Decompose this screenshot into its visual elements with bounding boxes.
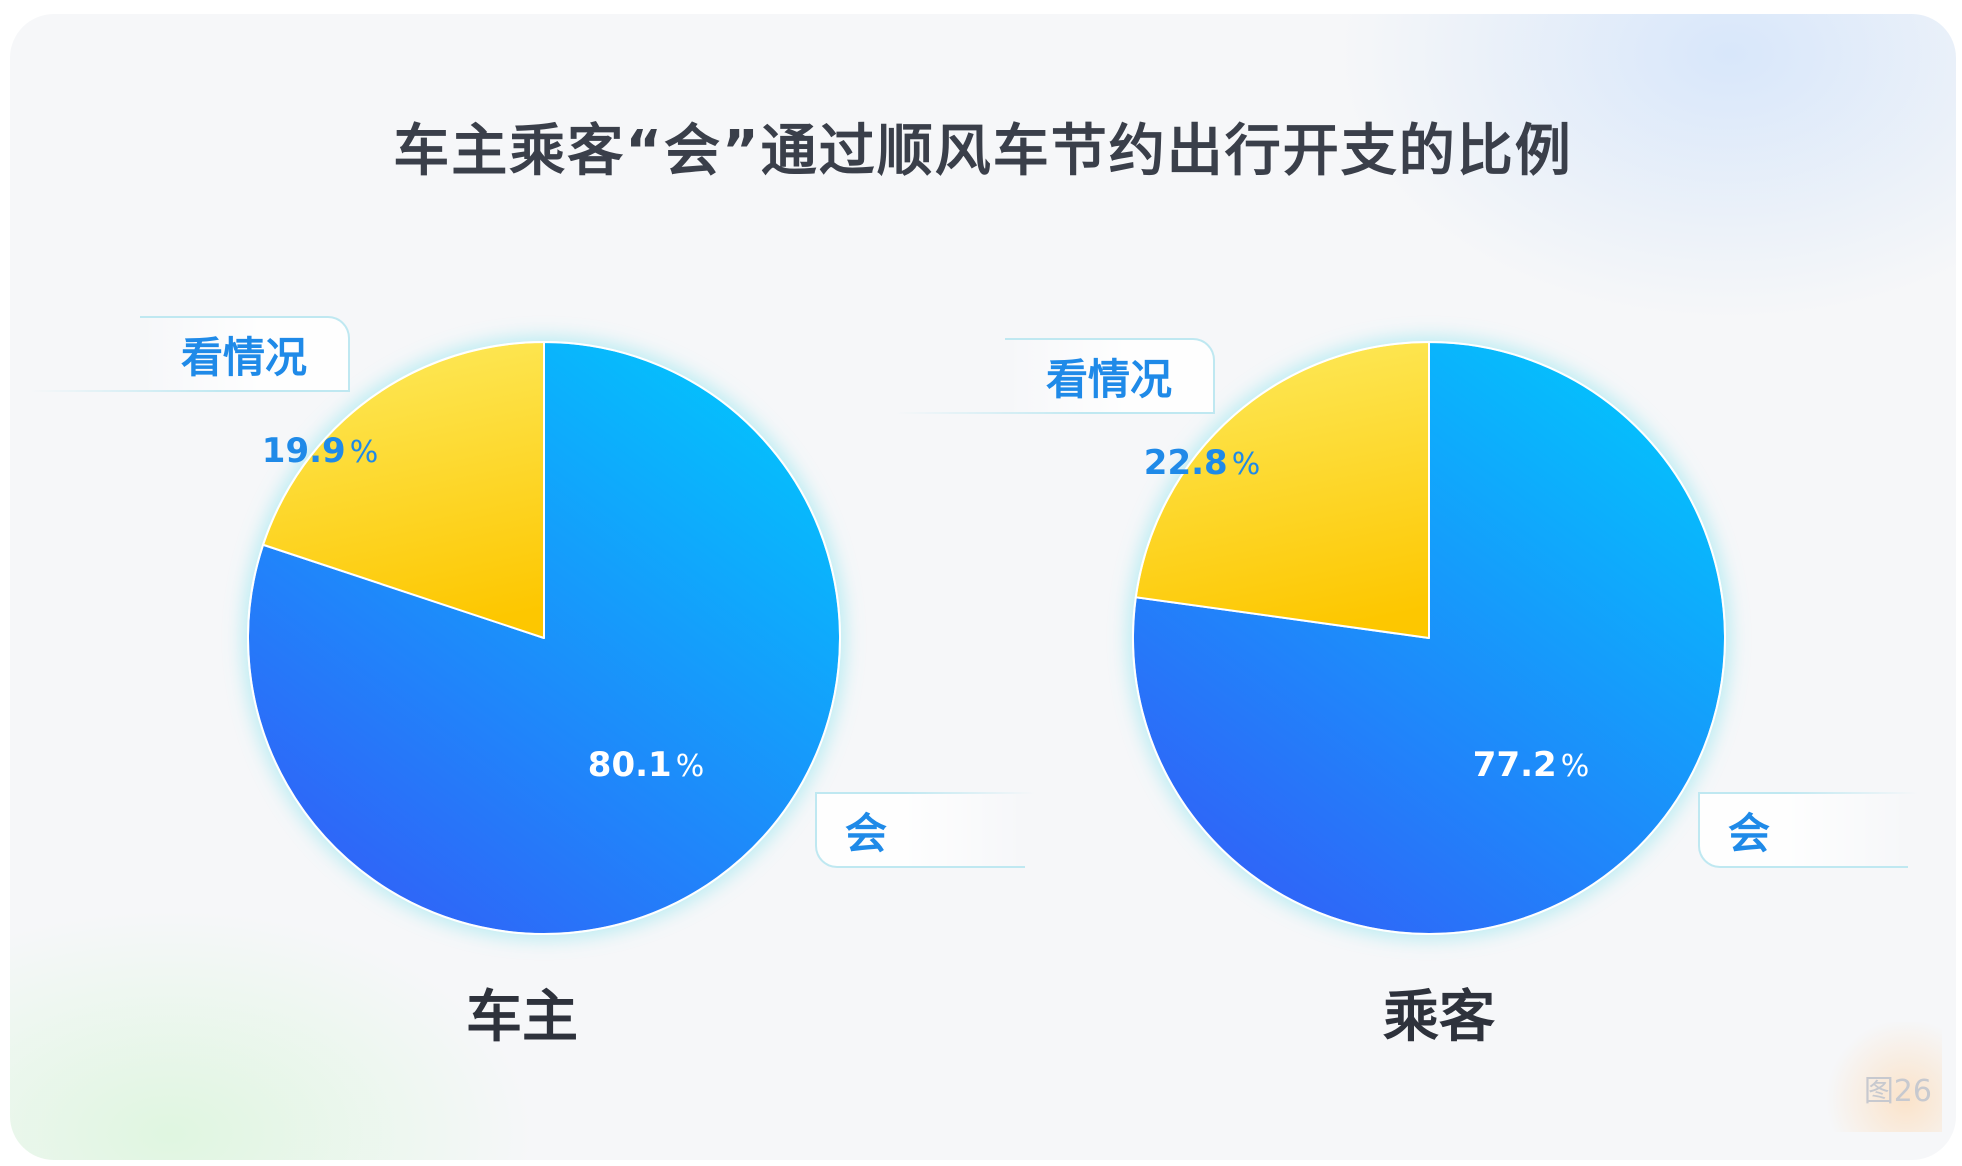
pie-passenger: 77.2 % 22.8%	[1127, 336, 1731, 940]
pie-charts: 80.1 % 19.9% 77.2 % 22.8%	[242, 336, 1731, 940]
data-label-will: 77.2%	[1473, 745, 1589, 785]
data-label-will: 80.1%	[588, 745, 704, 785]
figure-number-badge: 图26	[1822, 1022, 1942, 1132]
chart-card: 车主乘客“会”通过顺风车节约出行开支的比例 80.1% 19.9% 77.2% 22…	[10, 14, 1956, 1160]
slice-label-watch-owner: 看情况	[30, 316, 350, 392]
pie-rim	[1132, 341, 1726, 935]
pie-title-passenger: 乘客	[1383, 985, 1495, 1050]
chart-title: 车主乘客“会”通过顺风车节约出行开支的比例	[393, 119, 1573, 184]
data-label-watch: 22.8%	[1144, 443, 1260, 483]
figure-number: 图26	[1863, 1074, 1932, 1109]
pie-rim	[247, 341, 841, 935]
slice-label-will-passenger: 会	[1698, 792, 1918, 868]
pie-title-owner: 车主	[466, 985, 578, 1050]
slice-label-will-owner: 会	[815, 792, 1035, 868]
slice-label-watch-passenger: 看情况	[895, 338, 1215, 414]
data-label-watch: 19.9%	[262, 431, 378, 471]
pie-car-owner: 80.1 % 19.9%	[242, 336, 846, 940]
